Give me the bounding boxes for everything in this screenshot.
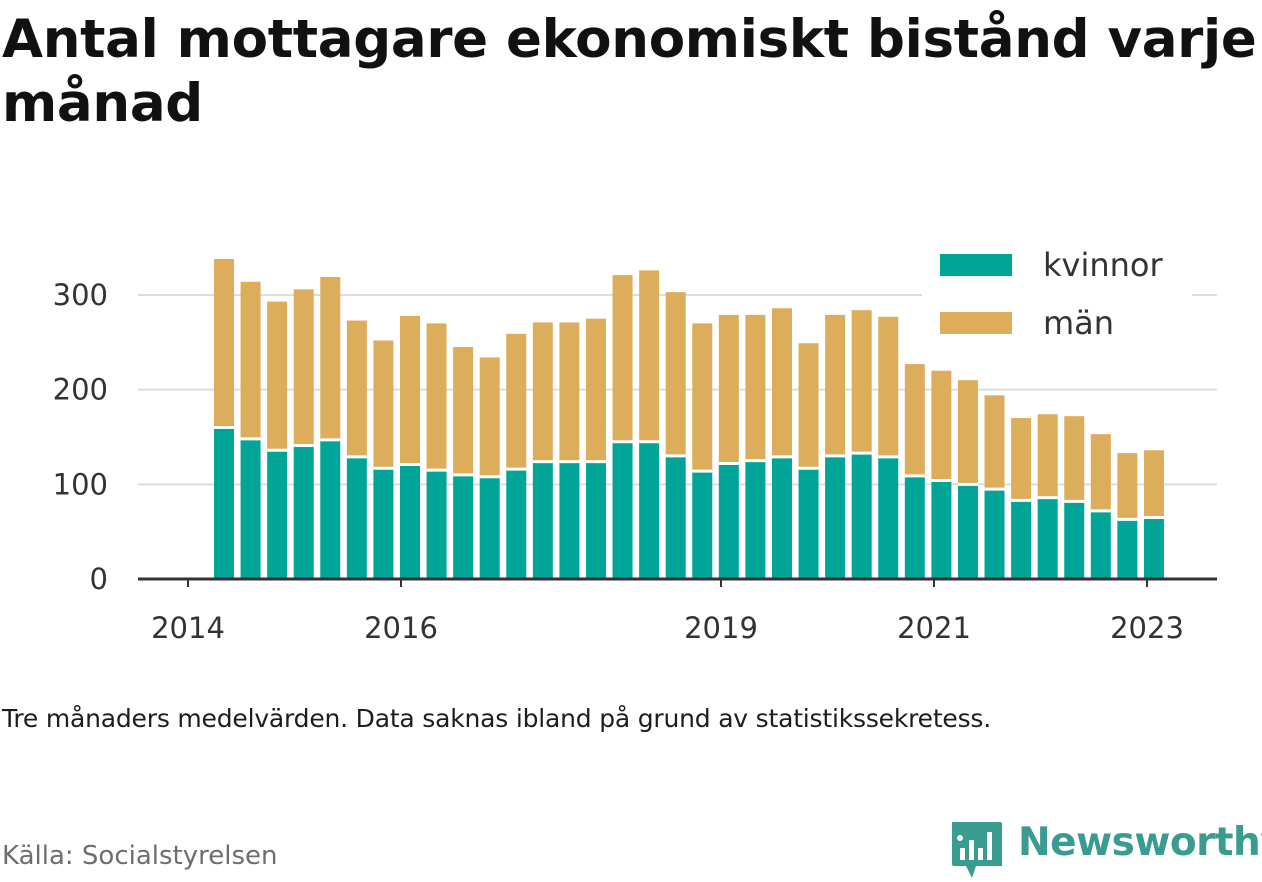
bar-man (1037, 414, 1058, 498)
bar-kvinnor (878, 456, 899, 579)
bar-man (825, 314, 846, 456)
brand-logo: Newsworthy (950, 818, 1262, 878)
bar-kvinnor (798, 468, 819, 579)
bar-kvinnor (532, 461, 553, 579)
bar-kvinnor (745, 460, 766, 579)
bar-kvinnor (559, 461, 580, 579)
bar-man (639, 270, 660, 442)
x-tick-label: 2023 (1110, 611, 1184, 645)
bar-man (585, 318, 606, 462)
bar-kvinnor (373, 468, 394, 579)
bar-man (1143, 450, 1164, 518)
legend-swatch (940, 312, 1012, 334)
bar-kvinnor (293, 445, 314, 579)
bar-man (453, 347, 474, 475)
bar-kvinnor (639, 441, 660, 579)
bar-man (957, 380, 978, 485)
bar-man (612, 275, 633, 442)
bar-man (267, 301, 288, 451)
bar-man (426, 323, 447, 471)
bar-man (479, 357, 500, 477)
bar-kvinnor (851, 453, 872, 579)
bar-kvinnor (665, 455, 686, 579)
bar-kvinnor (426, 470, 447, 579)
bar-kvinnor (612, 441, 633, 579)
legend-swatch (940, 254, 1012, 276)
bar-kvinnor (931, 480, 952, 579)
bar-man (745, 314, 766, 461)
bar-man (399, 315, 420, 465)
bar-man (1011, 418, 1032, 501)
bar-man (798, 343, 819, 469)
bar-man (506, 333, 527, 470)
brand-name: Newsworthy (1018, 820, 1262, 865)
x-tick-label: 2014 (151, 611, 225, 645)
bar-kvinnor (718, 463, 739, 579)
bar-kvinnor (346, 456, 367, 579)
axes: 0 100 200 300 2014 2016 2019 2021 2023 (53, 278, 1217, 645)
bar-man (1117, 453, 1138, 520)
source-label: Källa: Socialstyrelsen (2, 841, 278, 871)
bar-kvinnor (267, 450, 288, 579)
bar-kvinnor (320, 439, 341, 579)
bar-man (559, 322, 580, 462)
bar-kvinnor (214, 427, 234, 579)
bar-kvinnor (1037, 497, 1058, 579)
bar-kvinnor (1064, 501, 1085, 579)
y-tick-label: 200 (53, 373, 108, 407)
bar-man (1064, 416, 1085, 502)
bar-man (320, 277, 341, 440)
bar-man (984, 395, 1005, 490)
bar-man (293, 289, 314, 446)
bar-kvinnor (585, 461, 606, 579)
x-tick-label: 2021 (897, 611, 971, 645)
bar-man (878, 316, 899, 457)
bars (214, 259, 1164, 579)
chart-title: Antal mottagare ekonomiskt bistånd varje… (2, 9, 1257, 134)
bar-man (665, 292, 686, 456)
legend-label: kvinnor (1043, 246, 1164, 284)
bar-kvinnor (984, 489, 1005, 579)
bar-kvinnor (479, 476, 500, 579)
bar-man (346, 320, 367, 457)
bar-kvinnor (692, 471, 713, 579)
bar-kvinnor (1090, 510, 1111, 579)
bar-kvinnor (399, 464, 420, 579)
x-tick-label: 2019 (684, 611, 758, 645)
bar-man (692, 323, 713, 472)
y-tick-label: 0 (90, 562, 108, 596)
bar-kvinnor (825, 455, 846, 579)
bar-man (214, 259, 234, 428)
bar-kvinnor (957, 484, 978, 579)
bar-kvinnor (1011, 500, 1032, 579)
bar-kvinnor (453, 474, 474, 579)
bar-kvinnor (771, 456, 792, 579)
legend-label: män (1043, 304, 1114, 342)
y-tick-label: 300 (53, 278, 108, 312)
bar-man (718, 314, 739, 464)
chart-note: Tre månaders medelvärden. Data saknas ib… (2, 704, 991, 733)
y-tick-label: 100 (53, 467, 108, 501)
bar-man (373, 340, 394, 469)
bar-kvinnor (904, 475, 925, 579)
bar-kvinnor (1143, 517, 1164, 579)
bar-kvinnor (506, 469, 527, 579)
bar-man (532, 322, 553, 462)
bar-man (240, 281, 261, 439)
bar-man (904, 364, 925, 476)
legend: kvinnor män (922, 240, 1192, 352)
newsworthy-logo-icon (952, 822, 1002, 878)
x-tick-label: 2016 (364, 611, 438, 645)
bar-man (851, 310, 872, 454)
bar-man (771, 308, 792, 457)
bar-man (931, 370, 952, 481)
bar-man (1090, 434, 1111, 511)
bar-kvinnor (1117, 519, 1138, 579)
bar-kvinnor (240, 438, 261, 579)
